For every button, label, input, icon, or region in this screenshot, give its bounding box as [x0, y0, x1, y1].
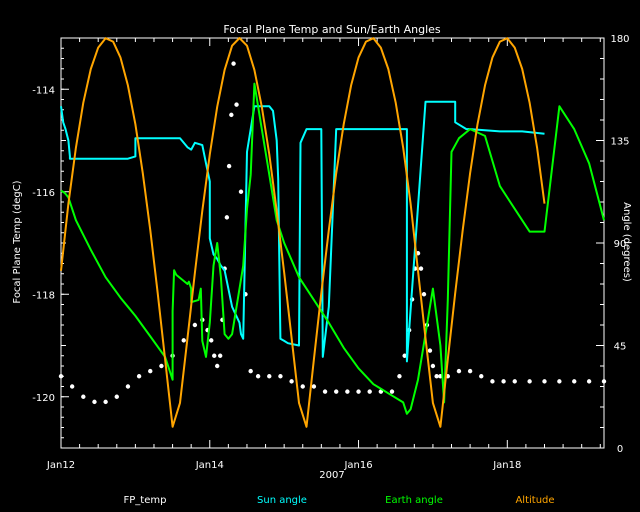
fp-temp-point	[601, 379, 607, 384]
fp-temp-point	[192, 322, 198, 328]
fp-temp-point	[181, 338, 186, 343]
fp-temp-point	[434, 374, 439, 379]
x-axis-label: 2007	[319, 470, 344, 481]
fp-temp-point	[479, 374, 484, 379]
fp-temp-point	[367, 389, 372, 394]
y-axis-right-label: Angle (degrees)	[621, 202, 632, 282]
fp-temp-point	[456, 368, 462, 374]
fp-temp-point	[512, 379, 517, 384]
fp-temp-point	[234, 102, 239, 107]
legend-label-sun-angle: Sun angle	[257, 495, 307, 506]
fp-temp-point	[430, 363, 436, 369]
fp-temp-point	[542, 379, 547, 384]
fp-temp-point	[209, 338, 214, 343]
fp-temp-point	[224, 215, 230, 220]
sun-angle-line	[60, 100, 545, 363]
fp-temp-point	[248, 368, 253, 374]
chart-title: Focal Plane Temp and Sun/Earth Angles	[223, 23, 441, 36]
fp-temp-point	[334, 389, 339, 394]
y-left-tick-label: -116	[32, 188, 55, 199]
fp-temp-point	[490, 379, 495, 384]
legend-label-altitude: Altitude	[515, 495, 554, 506]
fp-temp-point	[322, 389, 328, 394]
fp-temp-point	[389, 389, 395, 394]
fp-temp-point	[229, 112, 234, 118]
legend-label-fp-temp: FP_temp	[124, 495, 167, 506]
fp-temp-point	[92, 399, 97, 405]
fp-temp-point	[215, 363, 220, 369]
x-tick-label: Jan18	[492, 460, 521, 471]
fp-temp-point	[427, 348, 433, 353]
y-left-tick-label: -120	[32, 393, 55, 404]
fp-temp-point	[421, 292, 427, 297]
y-axis-left-label: Focal Plane Temp (degC)	[12, 180, 23, 303]
fp-temp-point	[159, 363, 164, 369]
legend-label-earth-angle: Earth angle	[385, 495, 443, 506]
earth-angle-line	[60, 82, 605, 415]
fp-temp-point	[226, 163, 232, 169]
y-left-tick-label: -114	[32, 85, 55, 96]
fp-temp-point	[586, 379, 592, 384]
fp-temp-point	[136, 374, 142, 379]
fp-temp-point	[81, 394, 86, 399]
x-tick-label: Jan12	[46, 460, 75, 471]
fp-temp-point	[345, 389, 350, 394]
y-right-tick-label: 180	[610, 34, 629, 45]
fp-temp-point	[212, 353, 217, 358]
fp-temp-point	[58, 374, 64, 379]
fp-temp-point	[103, 399, 108, 405]
y-left-tick-label: -118	[32, 290, 55, 301]
fp-temp-point	[501, 379, 506, 384]
y-right-tick-label: 90	[614, 239, 627, 250]
x-tick-label: Jan14	[195, 460, 224, 471]
fp-temp-point	[238, 189, 244, 194]
fp-temp-point	[267, 374, 272, 379]
fp-temp-point	[289, 379, 294, 384]
fp-temp-point	[572, 379, 577, 384]
plot-frame	[60, 37, 605, 449]
legend: FP_temp Sun angle Earth angle Altitude	[124, 495, 555, 506]
fp-temp-point	[217, 353, 223, 358]
fp-temp-point	[114, 394, 119, 399]
fp-temp-point	[356, 389, 361, 394]
fp-temp-point	[69, 384, 75, 389]
y-right-tick-label: 45	[614, 342, 627, 353]
fp-temp-point	[255, 374, 261, 379]
fp-temp-point	[148, 368, 153, 374]
fp-temp-point	[311, 384, 317, 389]
fp-temp-point	[231, 61, 236, 66]
x-tick-label: Jan16	[343, 460, 372, 471]
fp-temp-point	[467, 368, 473, 374]
fp-temp-point	[402, 353, 407, 358]
fp-temp-point	[527, 379, 532, 384]
fp-temp-point	[300, 384, 305, 389]
fp-temp-point	[125, 384, 131, 389]
y-right-tick-label: 135	[610, 137, 629, 148]
fp-temp-point	[397, 374, 402, 379]
altitude-line	[60, 37, 546, 428]
fp-temp-point	[557, 379, 562, 384]
fp-temp-point	[418, 266, 424, 271]
fp-temp-point	[278, 374, 283, 379]
y-right-tick-label: 0	[617, 444, 623, 455]
